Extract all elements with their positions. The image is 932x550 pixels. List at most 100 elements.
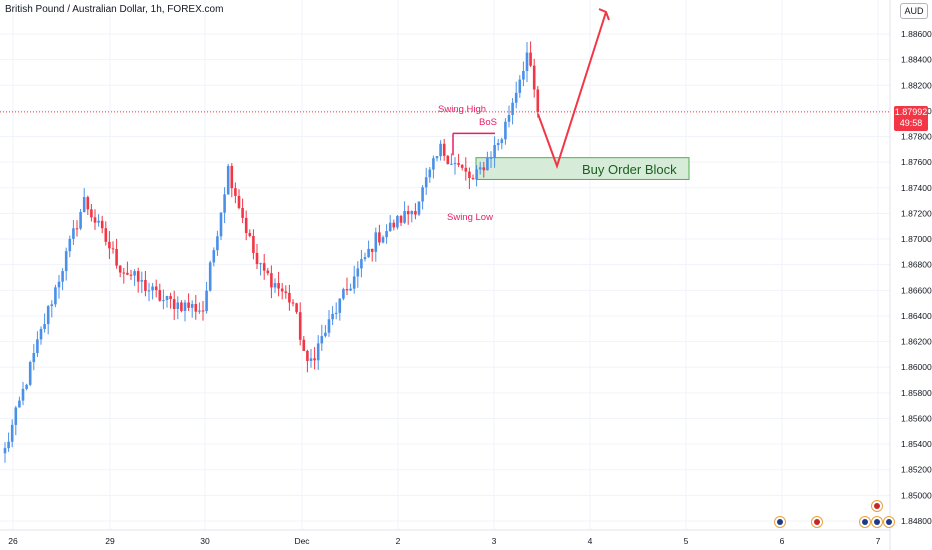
candle-body <box>478 167 482 170</box>
candle-body <box>486 157 489 171</box>
candle-body <box>36 339 39 354</box>
candle-body <box>198 310 201 312</box>
candle-body <box>410 210 414 215</box>
candle-body <box>266 270 270 274</box>
price-tick-label: 1.84800 <box>901 516 932 526</box>
candle-body <box>72 228 75 239</box>
time-tick-label: 30 <box>200 536 210 546</box>
candle-body <box>104 228 108 242</box>
price-tick-label: 1.86400 <box>901 311 932 321</box>
candle-body <box>46 306 50 325</box>
candle-body <box>255 252 259 265</box>
candle-body <box>313 358 316 361</box>
candle-body <box>32 353 36 363</box>
time-tick-label: 4 <box>588 536 593 546</box>
candle-body <box>457 163 460 165</box>
candle-body <box>68 238 72 252</box>
candle-body <box>270 273 273 288</box>
candle-body <box>223 194 226 213</box>
candle-body <box>374 232 378 252</box>
candle-body <box>424 177 428 188</box>
candle-body <box>151 286 154 291</box>
candle-body <box>327 319 331 333</box>
price-tick-label: 1.87000 <box>901 234 932 244</box>
candle-body <box>352 276 356 289</box>
candle-body <box>18 400 21 408</box>
candle-body <box>154 286 158 291</box>
candle-body <box>471 178 475 180</box>
currency-selector[interactable]: AUD <box>900 3 928 19</box>
price-tick-label: 1.86000 <box>901 362 932 372</box>
candle-body <box>514 92 518 103</box>
candle-body <box>234 188 237 196</box>
time-tick-label: 7 <box>876 536 881 546</box>
candle-body <box>10 424 14 442</box>
economic-event-icon[interactable] <box>774 516 786 528</box>
candle-body <box>57 281 61 288</box>
candle-body <box>428 169 432 178</box>
candle-body <box>172 299 176 309</box>
candle-body <box>219 212 223 237</box>
candle-body <box>496 143 500 146</box>
candle-body <box>136 271 140 282</box>
candle-body <box>414 210 417 215</box>
candle-body <box>464 167 468 172</box>
economic-event-icon[interactable] <box>883 516 895 528</box>
candle-body <box>367 248 370 258</box>
price-tick-label: 1.85400 <box>901 439 932 449</box>
candle-body <box>439 143 442 157</box>
candle-body <box>216 236 219 251</box>
candle-body <box>349 288 352 291</box>
candle-body <box>385 231 388 238</box>
candle-body <box>295 303 298 313</box>
swing-low-label: Swing Low <box>447 212 493 223</box>
candle-body <box>21 388 25 401</box>
candle-body <box>334 312 338 314</box>
price-tick-label: 1.86800 <box>901 260 932 270</box>
price-tick-label: 1.87200 <box>901 208 932 218</box>
candle-body <box>208 262 212 291</box>
candle-body <box>288 292 291 303</box>
time-tick-label: Dec <box>294 536 310 546</box>
candle-body <box>205 290 208 312</box>
candle-body <box>360 259 363 269</box>
price-tick-label: 1.86200 <box>901 337 932 347</box>
current-price-tag: 1.87992 49:58 <box>894 106 928 131</box>
time-tick-label: 29 <box>105 536 115 546</box>
candle-body <box>468 171 471 179</box>
candle-body <box>331 313 334 320</box>
time-tick-label: 3 <box>492 536 497 546</box>
candle-body <box>90 209 93 218</box>
candle-body <box>162 300 165 302</box>
candle-body <box>86 197 90 210</box>
candle-body <box>248 232 252 236</box>
candle-body <box>504 121 507 140</box>
candle-body <box>176 302 180 309</box>
candle-body <box>273 283 277 288</box>
projection-arrow <box>537 11 607 170</box>
candle-body <box>291 302 295 304</box>
candle-body <box>97 220 100 223</box>
candle-body <box>406 211 410 215</box>
economic-event-icon[interactable] <box>871 516 883 528</box>
candle-body <box>324 332 327 337</box>
economic-event-icon[interactable] <box>871 500 883 512</box>
candle-body <box>522 70 525 80</box>
price-tick-label: 1.87600 <box>901 157 932 167</box>
candle-body <box>201 310 205 312</box>
price-tick-label: 1.88200 <box>901 80 932 90</box>
candle-body <box>241 207 244 218</box>
candle-body <box>435 156 439 159</box>
candle-body <box>316 343 320 361</box>
candle-body <box>25 384 28 389</box>
price-tick-label: 1.85800 <box>901 388 932 398</box>
candle-body <box>158 290 162 301</box>
candle-body <box>500 139 504 144</box>
economic-event-icon[interactable] <box>811 516 823 528</box>
economic-event-icon[interactable] <box>859 516 871 528</box>
candle-body <box>75 228 79 230</box>
candle-body <box>118 265 122 273</box>
price-tick-label: 1.88600 <box>901 29 932 39</box>
candle-body <box>169 296 172 300</box>
